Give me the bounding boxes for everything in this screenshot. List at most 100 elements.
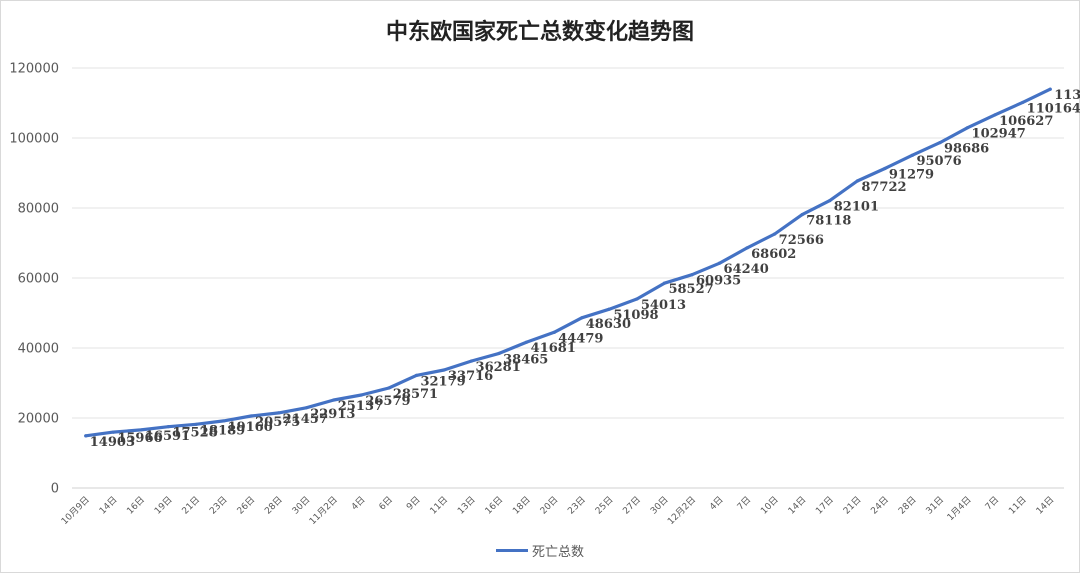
x-tick-label: 7日 — [983, 494, 1001, 512]
y-tick-label: 20000 — [18, 412, 59, 427]
data-label: 36281 — [476, 360, 521, 375]
x-tick-label: 4日 — [707, 494, 725, 512]
x-tick-label: 30日 — [290, 494, 312, 516]
x-tick-label: 11日 — [1007, 494, 1029, 516]
data-point — [580, 316, 584, 320]
x-tick-label: 23日 — [566, 494, 588, 516]
x-tick-label: 1月4日 — [945, 494, 974, 523]
x-tick-label: 21日 — [180, 494, 202, 516]
data-point — [773, 232, 777, 236]
data-point — [855, 179, 859, 183]
data-point — [387, 386, 391, 390]
x-tick-label: 28日 — [263, 494, 285, 516]
x-tick-label: 13日 — [455, 494, 477, 516]
data-label: 28571 — [393, 387, 438, 402]
y-tick-label: 100000 — [9, 132, 59, 147]
data-label: 110164 — [1027, 101, 1080, 116]
x-tick-label: 4日 — [349, 494, 367, 512]
data-point — [745, 246, 749, 250]
data-point — [938, 140, 942, 145]
data-point — [525, 340, 529, 344]
data-label: 17528 — [172, 426, 217, 441]
data-point — [442, 368, 446, 372]
data-label: 18189 — [200, 423, 245, 438]
data-label: 15966 — [117, 431, 162, 446]
data-label: 25137 — [338, 399, 383, 414]
data-label: 106627 — [999, 114, 1053, 129]
data-label: 78118 — [806, 214, 851, 229]
data-label: 32179 — [420, 374, 465, 389]
data-label: 21457 — [283, 412, 328, 427]
data-label: 33716 — [448, 369, 493, 384]
data-point — [469, 359, 474, 363]
x-tick-label: 30日 — [648, 494, 670, 516]
data-label: 22913 — [310, 407, 355, 422]
data-label: 82101 — [834, 200, 879, 215]
data-point — [139, 428, 143, 432]
data-label: 44479 — [558, 331, 603, 346]
x-tick-label: 23日 — [207, 494, 229, 516]
y-tick-label: 80000 — [18, 202, 59, 217]
data-point — [414, 373, 419, 377]
data-point — [690, 273, 694, 277]
data-label: 98686 — [944, 142, 989, 157]
data-point — [800, 212, 804, 217]
x-tick-label: 16日 — [125, 494, 147, 516]
x-tick-label: 31日 — [924, 494, 946, 516]
x-tick-label: 10日 — [759, 494, 781, 516]
data-point — [1021, 100, 1025, 105]
data-point — [359, 393, 363, 397]
data-point — [111, 430, 115, 434]
data-label: 51098 — [613, 308, 658, 323]
y-tick-label: 40000 — [18, 342, 59, 357]
data-label: 14903 — [90, 435, 135, 450]
y-tick-label: 60000 — [18, 272, 59, 287]
x-tick-label: 16日 — [483, 494, 505, 516]
data-label: 68602 — [751, 247, 796, 262]
data-point — [635, 297, 639, 301]
data-point — [194, 422, 198, 426]
data-point — [828, 199, 832, 203]
data-point — [277, 411, 281, 415]
data-point — [497, 351, 501, 355]
data-label: 113942 — [1054, 88, 1080, 103]
x-tick-label: 6日 — [377, 494, 395, 512]
x-tick-label: 18日 — [511, 494, 533, 516]
data-point — [910, 153, 915, 157]
data-point — [221, 419, 226, 423]
x-tick-label: 24日 — [869, 494, 891, 516]
x-tick-label: 11月2日 — [307, 494, 340, 527]
data-point — [883, 166, 887, 171]
data-point — [304, 406, 308, 410]
x-tick-label: 14日 — [1034, 494, 1056, 516]
x-tick-label: 12月2日 — [665, 494, 698, 527]
chart-title: 中东欧国家死亡总数变化趋势图 — [385, 20, 694, 45]
data-point — [166, 425, 171, 429]
x-tick-label: 9日 — [404, 494, 422, 512]
data-label: 26579 — [365, 394, 410, 409]
x-tick-label: 10月9日 — [59, 494, 92, 527]
data-label: 48630 — [586, 317, 631, 332]
data-label: 95076 — [916, 154, 961, 169]
x-tick-label: 14日 — [97, 494, 119, 516]
legend-label: 死亡总数 — [531, 545, 584, 560]
data-point — [607, 307, 611, 311]
legend: 死亡总数 — [0, 541, 1080, 560]
data-point — [993, 113, 997, 117]
data-label: 72566 — [779, 233, 824, 248]
data-label: 16591 — [145, 429, 190, 444]
y-tick-label: 120000 — [9, 62, 59, 77]
legend-swatch — [495, 549, 528, 552]
x-tick-label: 17日 — [814, 494, 836, 516]
data-point — [662, 281, 667, 285]
data-point — [552, 330, 556, 334]
data-point — [332, 398, 336, 402]
x-tick-label: 7日 — [735, 494, 753, 512]
x-tick-label: 14日 — [786, 494, 808, 516]
series-line — [84, 87, 1052, 438]
y-tick-label: 0 — [51, 482, 59, 497]
data-point — [717, 261, 722, 265]
data-label: 102947 — [972, 127, 1026, 142]
data-label: 91279 — [889, 168, 934, 183]
